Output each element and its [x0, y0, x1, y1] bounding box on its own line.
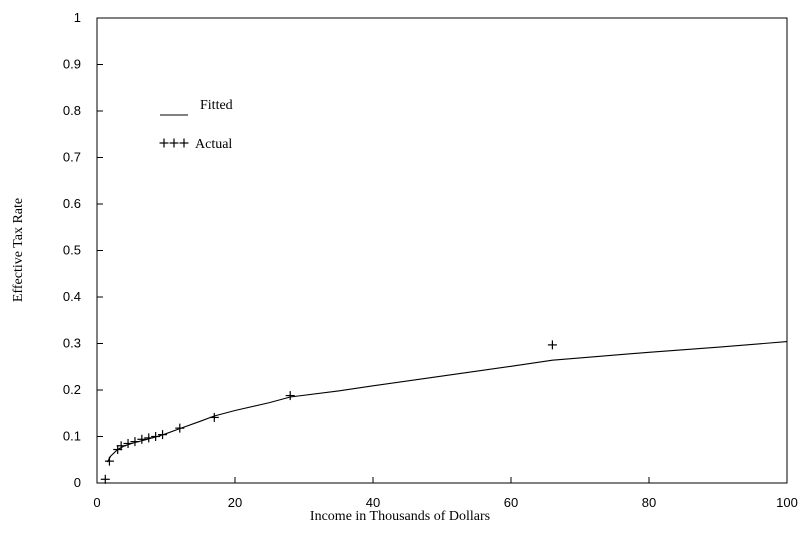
- data-point-actual: [209, 412, 219, 422]
- data-point-actual: [104, 456, 114, 466]
- legend-fitted-label: Fitted: [200, 98, 233, 113]
- x-tick-label: 60: [504, 495, 518, 510]
- x-tick-label: 100: [776, 495, 798, 510]
- legend-actual-marker: [179, 138, 189, 148]
- y-tick-label: 0.1: [63, 429, 81, 444]
- series-layer: [100, 340, 788, 484]
- y-tick-label: 0.9: [63, 57, 81, 72]
- data-point-actual: [175, 423, 185, 433]
- y-axis-title: Effective Tax Rate: [11, 198, 26, 302]
- data-point-actual: [151, 432, 161, 441]
- x-axis-ticks: 0 20 40 60 80 100: [93, 477, 798, 510]
- data-point-actual: [123, 438, 133, 448]
- data-point-actual: [547, 340, 557, 350]
- y-tick-label: 1: [74, 10, 81, 25]
- legend-actual-marker: [169, 138, 179, 148]
- plot-frame: [96, 17, 788, 484]
- data-point-actual: [158, 430, 168, 440]
- x-tick-label: 40: [366, 495, 380, 510]
- y-tick-label: 0.8: [63, 103, 81, 118]
- x-tick-label: 0: [93, 495, 100, 510]
- x-tick-label: 20: [228, 495, 242, 510]
- data-point-actual: [100, 474, 110, 484]
- legend: Fitted Actual: [159, 98, 233, 152]
- y-tick-label: 0.6: [63, 196, 81, 211]
- y-tick-label: 0.3: [63, 336, 81, 351]
- legend-actual-label: Actual: [195, 137, 232, 152]
- data-point-actual: [130, 437, 140, 447]
- data-point-actual: [144, 433, 154, 443]
- y-tick-label: 0.2: [63, 382, 81, 397]
- y-tick-label: 0.4: [63, 289, 81, 304]
- data-point-actual: [116, 441, 126, 451]
- x-axis-title: Income in Thousands of Dollars: [310, 509, 490, 524]
- y-tick-label: 0: [74, 475, 81, 490]
- data-point-actual: [137, 434, 147, 444]
- x-tick-label: 80: [642, 495, 656, 510]
- legend-actual-marker: [159, 138, 169, 148]
- data-point-actual: [285, 391, 295, 401]
- y-axis-ticks: 0 0.1 0.2 0.3 0.4 0.5 0.6 0.7 0.8 0.9 1: [63, 10, 103, 490]
- y-tick-label: 0.7: [63, 150, 81, 165]
- y-tick-label: 0.5: [63, 243, 81, 258]
- legend-actual-swatch: [159, 138, 189, 148]
- series-line-fitted: [106, 341, 788, 463]
